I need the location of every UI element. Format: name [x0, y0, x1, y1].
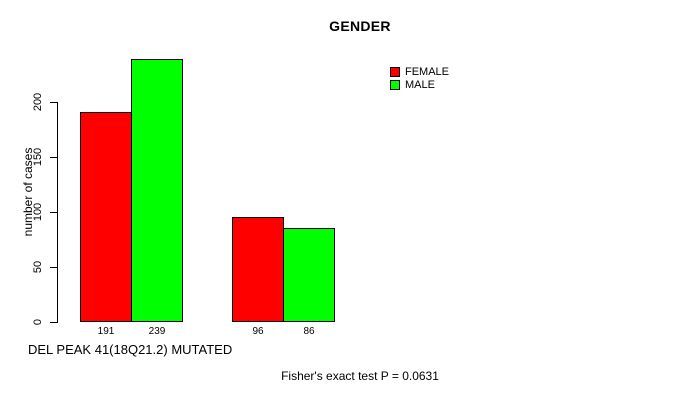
bar-value-label: 239	[148, 326, 166, 337]
legend: FEMALE MALE	[390, 65, 449, 91]
y-axis-line	[57, 102, 58, 323]
bar-male-group2	[283, 228, 335, 322]
legend-swatch-female	[390, 66, 400, 77]
legend-item-female: FEMALE	[390, 65, 449, 78]
y-axis-tick	[50, 322, 57, 323]
y-axis-tick	[50, 157, 57, 158]
y-axis-tick	[50, 212, 57, 213]
bar-female-group2	[232, 217, 284, 322]
bar-male-group1	[131, 59, 183, 322]
y-axis-tick-label: 50	[32, 260, 44, 274]
y-axis-tick-label: 200	[32, 92, 44, 112]
chart-title: GENDER	[329, 18, 391, 34]
bar-female-group1	[80, 112, 132, 322]
bar-value-label: 191	[97, 326, 115, 337]
x-axis-title: DEL PEAK 41(18Q21.2) MUTATED	[28, 342, 233, 357]
y-axis-tick	[50, 102, 57, 103]
y-axis-tick-label: 100	[32, 202, 44, 222]
y-axis-tick-label: 150	[32, 147, 44, 167]
legend-label-male: MALE	[405, 78, 435, 91]
legend-swatch-male	[390, 79, 400, 90]
bar-value-label: 86	[303, 326, 315, 337]
stat-annotation: Fisher's exact test P = 0.0631	[281, 369, 439, 383]
y-axis-tick-label: 0	[32, 318, 44, 326]
legend-item-male: MALE	[390, 78, 449, 91]
bar-value-label: 96	[252, 326, 264, 337]
legend-label-female: FEMALE	[405, 65, 450, 78]
y-axis-tick	[50, 267, 57, 268]
